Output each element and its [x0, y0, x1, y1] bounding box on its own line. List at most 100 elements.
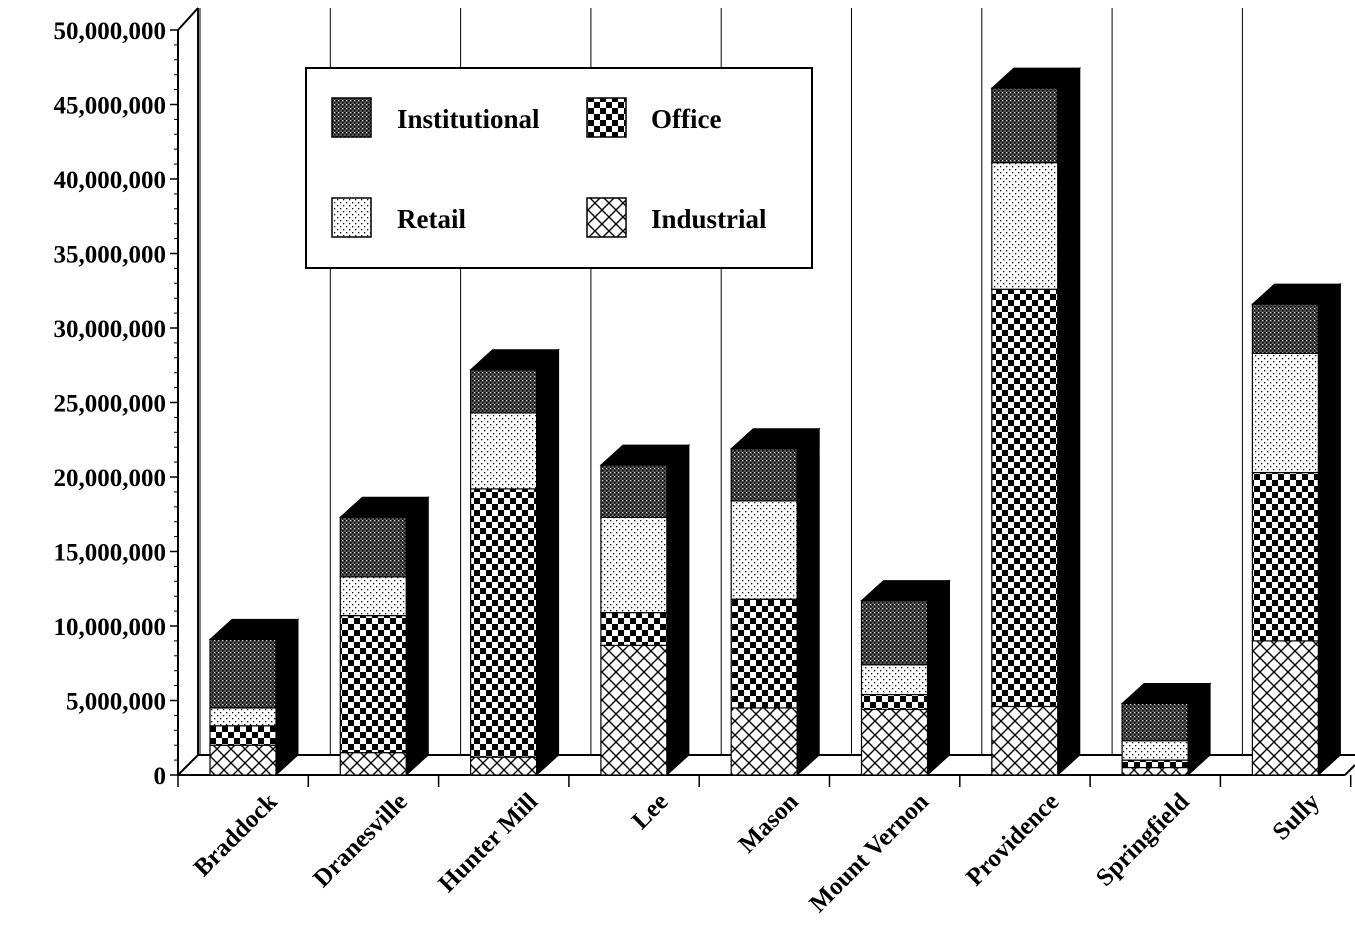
- bar-side-face: [1317, 283, 1341, 777]
- bar-stack-sully: [1251, 283, 1342, 777]
- bars: [208, 66, 1342, 777]
- y-tick-label: 0: [154, 763, 167, 790]
- bar-side-face: [666, 443, 690, 777]
- bar-top-face: [1251, 283, 1342, 305]
- legend-item-institutional: Institutional: [331, 97, 540, 138]
- y-axis-top-edge: [177, 7, 199, 31]
- bar-top-face: [208, 618, 300, 640]
- x-category-label: Dranesville: [308, 788, 413, 893]
- x-category-label: Lee: [627, 788, 674, 835]
- bar-side-face: [405, 496, 429, 777]
- bar-top-face: [469, 349, 560, 371]
- floor-right-edge: [1344, 764, 1355, 776]
- bar-segment-institutional: [470, 369, 538, 414]
- bar-segment-institutional: [339, 516, 407, 578]
- bar-segment-institutional: [860, 600, 929, 666]
- bar-stack-dranesville: [339, 496, 430, 777]
- x-category-label: Mason: [734, 788, 804, 858]
- x-category-label: Sully: [1268, 788, 1326, 846]
- bar-stack-providence: [990, 66, 1082, 777]
- x-category-label: Hunter Mill: [434, 788, 544, 898]
- bar-segment-retail: [1121, 740, 1189, 761]
- bar-segment-institutional: [600, 464, 668, 518]
- bar-segment-industrial: [991, 705, 1059, 776]
- bar-segment-industrial: [339, 752, 407, 776]
- bar-segment-industrial: [860, 708, 929, 776]
- bar-segment-office: [1121, 759, 1189, 769]
- bar-side-face: [796, 427, 820, 777]
- bar-segment-retail: [860, 664, 929, 696]
- y-tick-label: 20,000,000: [54, 465, 167, 492]
- legend-item-retail: Retail: [331, 197, 466, 238]
- y-tick-label: 25,000,000: [54, 391, 167, 418]
- bar-top-face: [729, 428, 821, 450]
- floor-back-edge: [177, 754, 1355, 776]
- y-tick-label: 50,000,000: [54, 18, 167, 45]
- bar-segment-retail: [339, 576, 407, 617]
- bar-top-face: [599, 444, 691, 466]
- y-tick-label: 35,000,000: [54, 242, 167, 269]
- bar-side-face: [1057, 66, 1081, 777]
- bar-segment-office: [730, 598, 798, 709]
- bar-segment-retail: [991, 162, 1059, 290]
- bar-stack-mason: [729, 427, 821, 777]
- x-category-label: Braddock: [189, 788, 283, 882]
- bar-segment-retail: [209, 707, 277, 727]
- bar-side-face: [927, 579, 950, 777]
- bar-segment-office: [470, 488, 538, 758]
- bar-segment-institutional: [991, 87, 1059, 164]
- bar-side-face: [275, 618, 299, 777]
- y-tick-label: 40,000,000: [54, 167, 167, 194]
- y-axis-tick-labels: 0 5,000,000 10,000,000 15,000,000 20,000,000…: [54, 18, 167, 790]
- bar-segment-office: [1251, 471, 1320, 642]
- x-category-label: Mount Vernon: [804, 788, 934, 918]
- bar-segment-industrial: [1121, 766, 1189, 776]
- bar-segment-industrial: [600, 644, 668, 776]
- bar-stack-braddock: [208, 618, 300, 777]
- legend-item-industrial: Industrial: [586, 197, 767, 238]
- bar-segment-industrial: [470, 756, 538, 776]
- bar-stack-hunter-mill: [469, 348, 560, 777]
- bar-segment-retail: [1251, 352, 1320, 474]
- x-axis-category-labels: Braddock Dranesville Hunter Mill Lee Mason Mo…: [189, 788, 1326, 918]
- legend-label-retail: Retail: [397, 204, 466, 234]
- legend-label-institutional: Institutional: [397, 104, 540, 134]
- y-tick-label: 5,000,000: [66, 689, 166, 716]
- bar-segment-office: [209, 725, 277, 746]
- legend-label-industrial: Industrial: [651, 204, 767, 234]
- legend-label-office: Office: [651, 104, 721, 134]
- y-tick-label: 10,000,000: [54, 614, 167, 641]
- bar-top-face: [860, 580, 951, 602]
- bar-top-face: [1120, 682, 1212, 704]
- y-tick-label: 45,000,000: [54, 93, 167, 120]
- bar-segment-retail: [730, 500, 798, 600]
- bar-segment-institutional: [209, 638, 277, 709]
- bar-segment-industrial: [209, 744, 277, 776]
- bar-stack-springfield: [1120, 682, 1212, 777]
- bar-segment-industrial: [730, 707, 798, 776]
- bar-stack-mount-vernon: [860, 579, 951, 777]
- bar-segment-institutional: [1121, 702, 1189, 742]
- bar-segment-office: [991, 288, 1059, 708]
- legend-swatch-institutional: [331, 97, 372, 138]
- bar-segment-office: [860, 693, 929, 711]
- bar-stack-lee: [599, 443, 691, 777]
- legend-swatch-office: [586, 97, 627, 138]
- bar-segment-retail: [600, 516, 668, 614]
- bar-top-face: [990, 67, 1082, 89]
- y-tick-label: 15,000,000: [54, 540, 167, 567]
- legend-box: [305, 67, 813, 269]
- bar-segment-office: [339, 614, 407, 754]
- legend-swatch-retail: [331, 197, 372, 238]
- bar-segment-institutional: [730, 448, 798, 502]
- bar-segment-industrial: [1251, 640, 1320, 776]
- legend-item-office: Office: [586, 97, 721, 138]
- legend: Institutional Office Retail Industrial: [305, 67, 813, 269]
- bar-side-face: [536, 348, 560, 777]
- legend-swatch-industrial: [586, 197, 627, 238]
- bar-segment-retail: [470, 412, 538, 490]
- x-category-label: Providence: [961, 788, 1064, 891]
- bar-segment-institutional: [1251, 303, 1320, 354]
- bar-segment-office: [600, 611, 668, 646]
